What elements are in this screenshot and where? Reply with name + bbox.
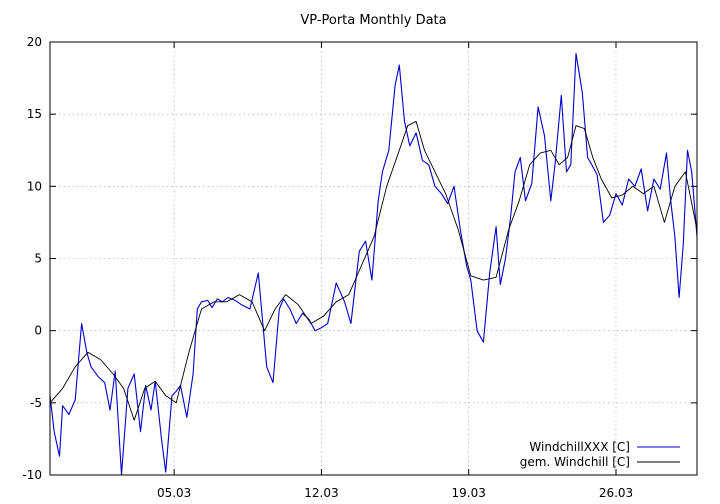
x-tick-label: 05.03 bbox=[157, 486, 191, 500]
x-axis-ticks: 05.03 12.03 19.03 26.03 bbox=[157, 42, 633, 500]
y-tick-label: 15 bbox=[27, 107, 42, 121]
x-tick-label: 19.03 bbox=[452, 486, 486, 500]
y-tick-label: -5 bbox=[30, 396, 42, 410]
legend-label: gem. Windchill [C] bbox=[520, 455, 630, 469]
y-tick-label: -10 bbox=[22, 468, 42, 482]
series-line-avg-windchill bbox=[49, 120, 698, 421]
series-line-windchill bbox=[49, 52, 698, 476]
y-axis-ticks: -10 -5 0 5 10 15 20 bbox=[22, 35, 697, 482]
plot-area bbox=[49, 52, 698, 476]
grid bbox=[50, 42, 697, 475]
x-tick-label: 12.03 bbox=[304, 486, 338, 500]
legend: WindchillXXX [C]gem. Windchill [C] bbox=[520, 440, 680, 469]
legend-label: WindchillXXX [C] bbox=[529, 440, 630, 454]
x-tick-label: 26.03 bbox=[599, 486, 633, 500]
y-tick-label: 0 bbox=[34, 324, 42, 338]
chart-title: VP-Porta Monthly Data bbox=[300, 13, 446, 28]
y-tick-label: 5 bbox=[34, 252, 42, 266]
y-tick-label: 10 bbox=[27, 179, 42, 193]
y-tick-label: 20 bbox=[27, 35, 42, 49]
